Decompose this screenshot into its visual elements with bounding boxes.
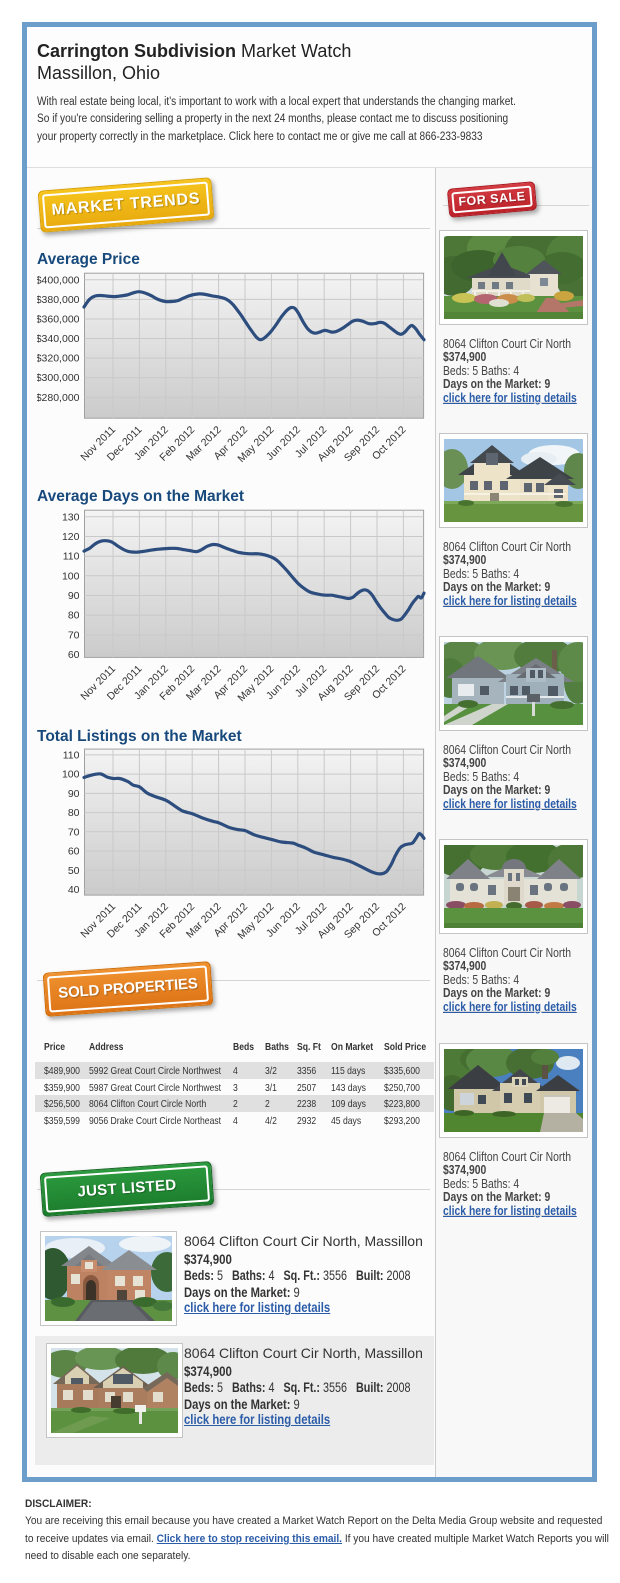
svg-text:60: 60 — [68, 649, 80, 661]
svg-text:$340,000: $340,000 — [37, 333, 80, 345]
svg-text:60: 60 — [68, 846, 80, 858]
svg-text:70: 70 — [68, 629, 80, 641]
svg-text:100: 100 — [62, 570, 80, 582]
svg-text:80: 80 — [68, 807, 80, 819]
svg-text:130: 130 — [62, 511, 80, 523]
svg-text:$400,000: $400,000 — [37, 274, 80, 286]
svg-text:90: 90 — [68, 788, 80, 800]
svg-text:$360,000: $360,000 — [37, 314, 80, 326]
svg-text:90: 90 — [68, 590, 80, 602]
svg-text:120: 120 — [62, 531, 80, 543]
svg-text:40: 40 — [68, 884, 80, 896]
svg-text:$300,000: $300,000 — [37, 372, 80, 384]
svg-text:$320,000: $320,000 — [37, 353, 80, 365]
svg-text:$380,000: $380,000 — [37, 294, 80, 306]
svg-text:110: 110 — [63, 749, 80, 761]
svg-text:110: 110 — [63, 551, 80, 563]
svg-text:50: 50 — [68, 865, 80, 877]
svg-text:70: 70 — [68, 826, 80, 838]
svg-text:80: 80 — [68, 610, 80, 622]
svg-text:100: 100 — [62, 769, 80, 781]
svg-text:$280,000: $280,000 — [37, 392, 80, 404]
